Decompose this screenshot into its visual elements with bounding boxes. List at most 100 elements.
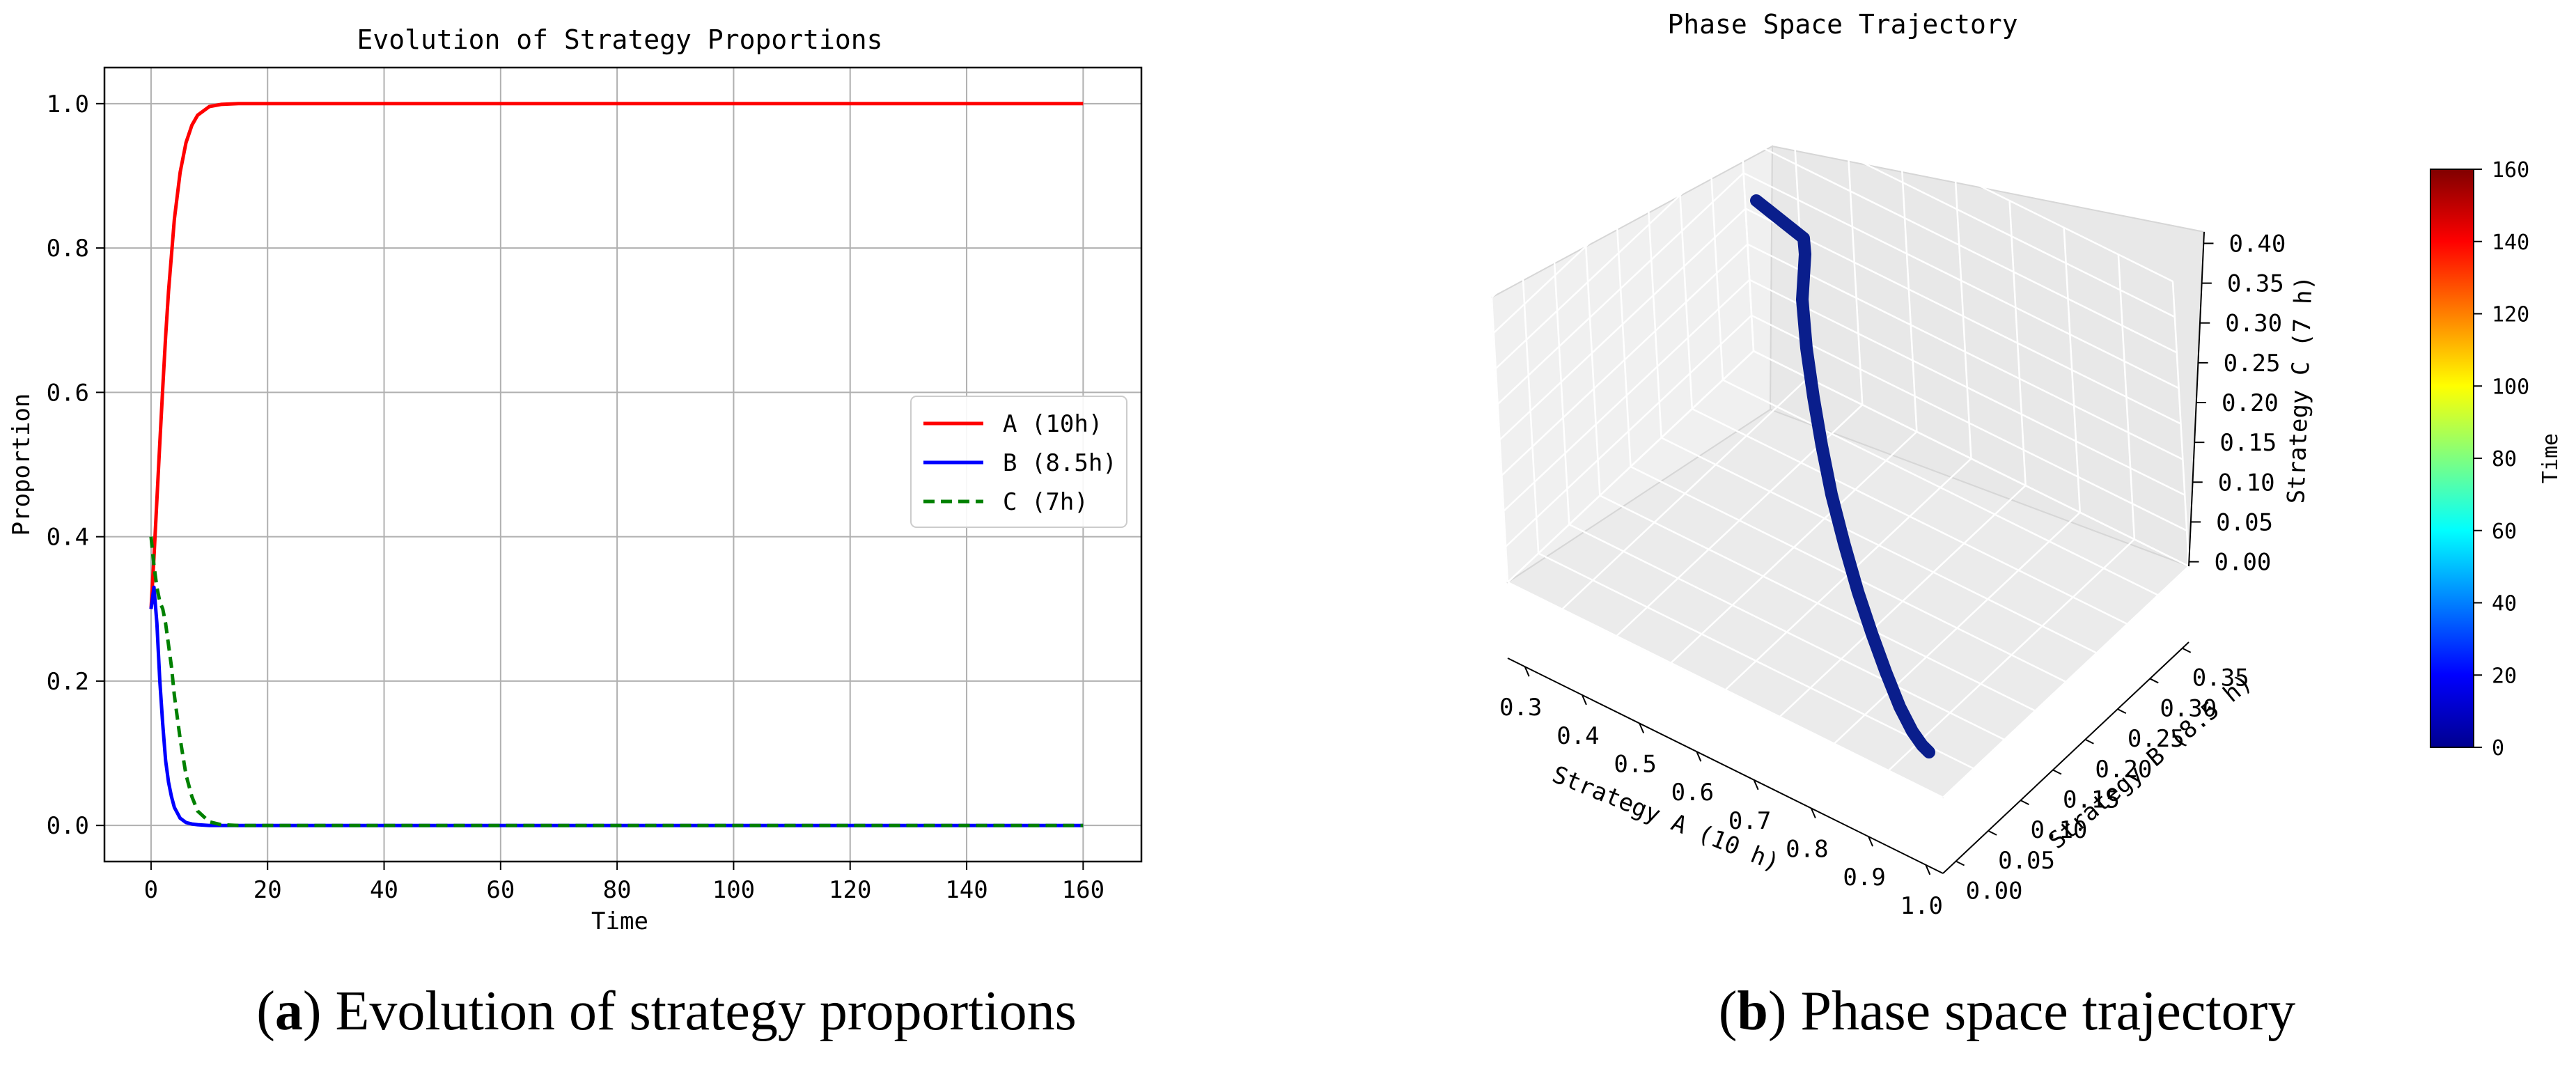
y-tick-label: 0.00	[1966, 878, 2023, 905]
wall-grid-z	[1737, 65, 2173, 283]
chart-a-title: Evolution of Strategy Proportions	[357, 24, 883, 55]
wall-grid-z	[1739, 101, 2176, 318]
y-axis-line	[1942, 641, 2189, 874]
x-tick-label: 0.9	[1843, 864, 1885, 891]
chart-a-y-axis-label: Proportion	[8, 394, 36, 536]
z-tick-label: 0.25	[2224, 350, 2281, 377]
chart-b-y-ticks: 0.00 0.05 0.10 0.150.20 0.25 0.300.35	[1956, 647, 2249, 905]
x-tick-label: 100	[712, 876, 755, 904]
colorbar-tick-label: 140	[2492, 231, 2529, 255]
legend-label-b: B (8.5h)	[1003, 449, 1117, 477]
caption-b-letter: b	[1737, 981, 1768, 1042]
y-tick-mark	[1988, 830, 1997, 836]
floor-grid-y	[1568, 523, 2005, 741]
y-tick-mark	[2182, 647, 2192, 653]
left-wall-grid-z	[1503, 279, 1751, 512]
z-tick-label: 0.00	[2215, 549, 2272, 577]
x-tick-mark	[1524, 666, 1530, 677]
y-tick-mark	[2149, 678, 2159, 684]
x-tick-mark	[1753, 779, 1759, 790]
y-tick-label: 0.8	[47, 235, 89, 263]
left-wall-grid-z	[1505, 314, 1752, 547]
left-wall-grid-z	[1501, 243, 1749, 476]
floor-grid-y	[1722, 379, 2159, 596]
caption-b-text: Phase space trajectory	[1801, 981, 2296, 1042]
caption-b: (b) Phase space trajectory	[1719, 981, 2296, 1042]
x-tick-label: 160	[1062, 876, 1104, 904]
x-tick-mark	[1925, 864, 1931, 875]
chart-a-x-ticks: 0 20 40 60 80 100 120 140 160	[144, 862, 1104, 904]
y-tick-label: 0.35	[2192, 664, 2249, 692]
x-tick-mark	[1810, 808, 1816, 818]
svg-text:(b) Phase space trajectory: (b) Phase space trajectory	[1719, 981, 2296, 1042]
caption-a-letter: a	[275, 981, 303, 1042]
x-tick-label: 0.6	[1671, 779, 1714, 807]
x-tick-label: 140	[945, 876, 988, 904]
y-tick-label: 0.2	[47, 668, 89, 696]
y-tick-label: 0.25	[2128, 725, 2185, 753]
floor-grid-y	[1599, 494, 2036, 712]
y-tick-label: 0.15	[2063, 786, 2120, 813]
y-tick-mark	[2020, 800, 2029, 806]
x-tick-mark	[1639, 723, 1645, 733]
z-tick-label: 0.20	[2222, 389, 2279, 417]
left-wall-grid-z	[1507, 350, 1754, 583]
chart-a-y-ticks: 0.0 0.2 0.4 0.6 0.8 1.0	[47, 91, 104, 840]
x-tick-label: 60	[486, 876, 515, 904]
z-tick-label: 0.35	[2227, 270, 2284, 298]
y-tick-label: 0.0	[47, 812, 89, 840]
floor-grid-y	[1538, 552, 1974, 770]
caption-a: (a) Evolution of strategy proportions	[256, 981, 1077, 1042]
colorbar-tick-label: 80	[2492, 447, 2517, 472]
x-tick-label: 80	[603, 876, 632, 904]
caption-a-text: Evolution of strategy proportions	[335, 981, 1076, 1042]
x-axis-line	[1507, 657, 1944, 874]
colorbar-ticks: 0 20 40 60 80 100 120 140 160	[2474, 158, 2529, 761]
floor-grid-y	[1661, 437, 2098, 654]
wall-grid-z	[1743, 172, 2180, 389]
colorbar-label: Time	[2538, 433, 2563, 483]
legend-label-c: C (7h)	[1003, 488, 1088, 516]
y-tick-label: 0.30	[2160, 694, 2217, 722]
chart-a-series	[149, 102, 1084, 827]
wall-grid-z	[1747, 243, 2183, 460]
z-axis-line	[2188, 231, 2205, 567]
chart-b-grid	[1490, 65, 2190, 799]
x-tick-label: 0.8	[1786, 835, 1828, 863]
x-tick-label: 40	[370, 876, 398, 904]
x-tick-label: 0.7	[1728, 807, 1771, 835]
left-wall-grid-z	[1491, 65, 1738, 298]
chart-a-legend: A (10h) B (8.5h) C (7h)	[910, 396, 1127, 528]
z-tick-label: 0.30	[2225, 310, 2282, 338]
colorbar-tick-label: 20	[2492, 664, 2517, 688]
wall-grid-z	[1749, 279, 2185, 496]
x-tick-label: 0	[144, 876, 158, 904]
y-tick-label: 0.4	[47, 524, 89, 552]
chart-a-x-axis-label: Time	[591, 908, 648, 935]
y-tick-label: 1.0	[47, 91, 89, 118]
colorbar-tick-label: 0	[2492, 736, 2504, 761]
z-tick-label: 0.15	[2219, 429, 2277, 457]
chart-b-y-axis-label: Strategy B (8.5 h)	[2043, 669, 2258, 855]
chart-b-x-ticks: 0.3 0.4 0.5 0.6 0.7 0.8 0.9 1.0	[1499, 666, 1943, 920]
left-wall-grid-z	[1499, 208, 1747, 441]
colorbar-tick-label: 100	[2492, 375, 2529, 399]
colorbar-tick-label: 120	[2492, 303, 2529, 327]
y-tick-mark	[1956, 860, 1965, 866]
trajectory-line	[1750, 194, 1935, 758]
x-tick-label: 0.3	[1499, 694, 1542, 722]
legend-label-a: A (10h)	[1003, 410, 1102, 438]
chart-b-z-axis-label: Strategy C (7 h)	[2282, 275, 2318, 504]
y-tick-label: 0.20	[2095, 756, 2152, 784]
chart-b-title: Phase Space Trajectory	[1667, 9, 2017, 40]
x-tick-label: 0.5	[1614, 751, 1656, 779]
x-tick-label: 120	[829, 876, 871, 904]
left-wall-grid-z	[1493, 101, 1740, 334]
y-tick-label: 0.10	[2031, 816, 2088, 844]
x-tick-label: 20	[253, 876, 282, 904]
y-tick-mark	[2052, 769, 2062, 775]
svg-text:(a) Evolution of strategy prop: (a) Evolution of strategy proportions	[256, 981, 1077, 1042]
panel-b: Phase Space Trajectory 0.30.40.50.60.70.…	[1490, 9, 2563, 920]
